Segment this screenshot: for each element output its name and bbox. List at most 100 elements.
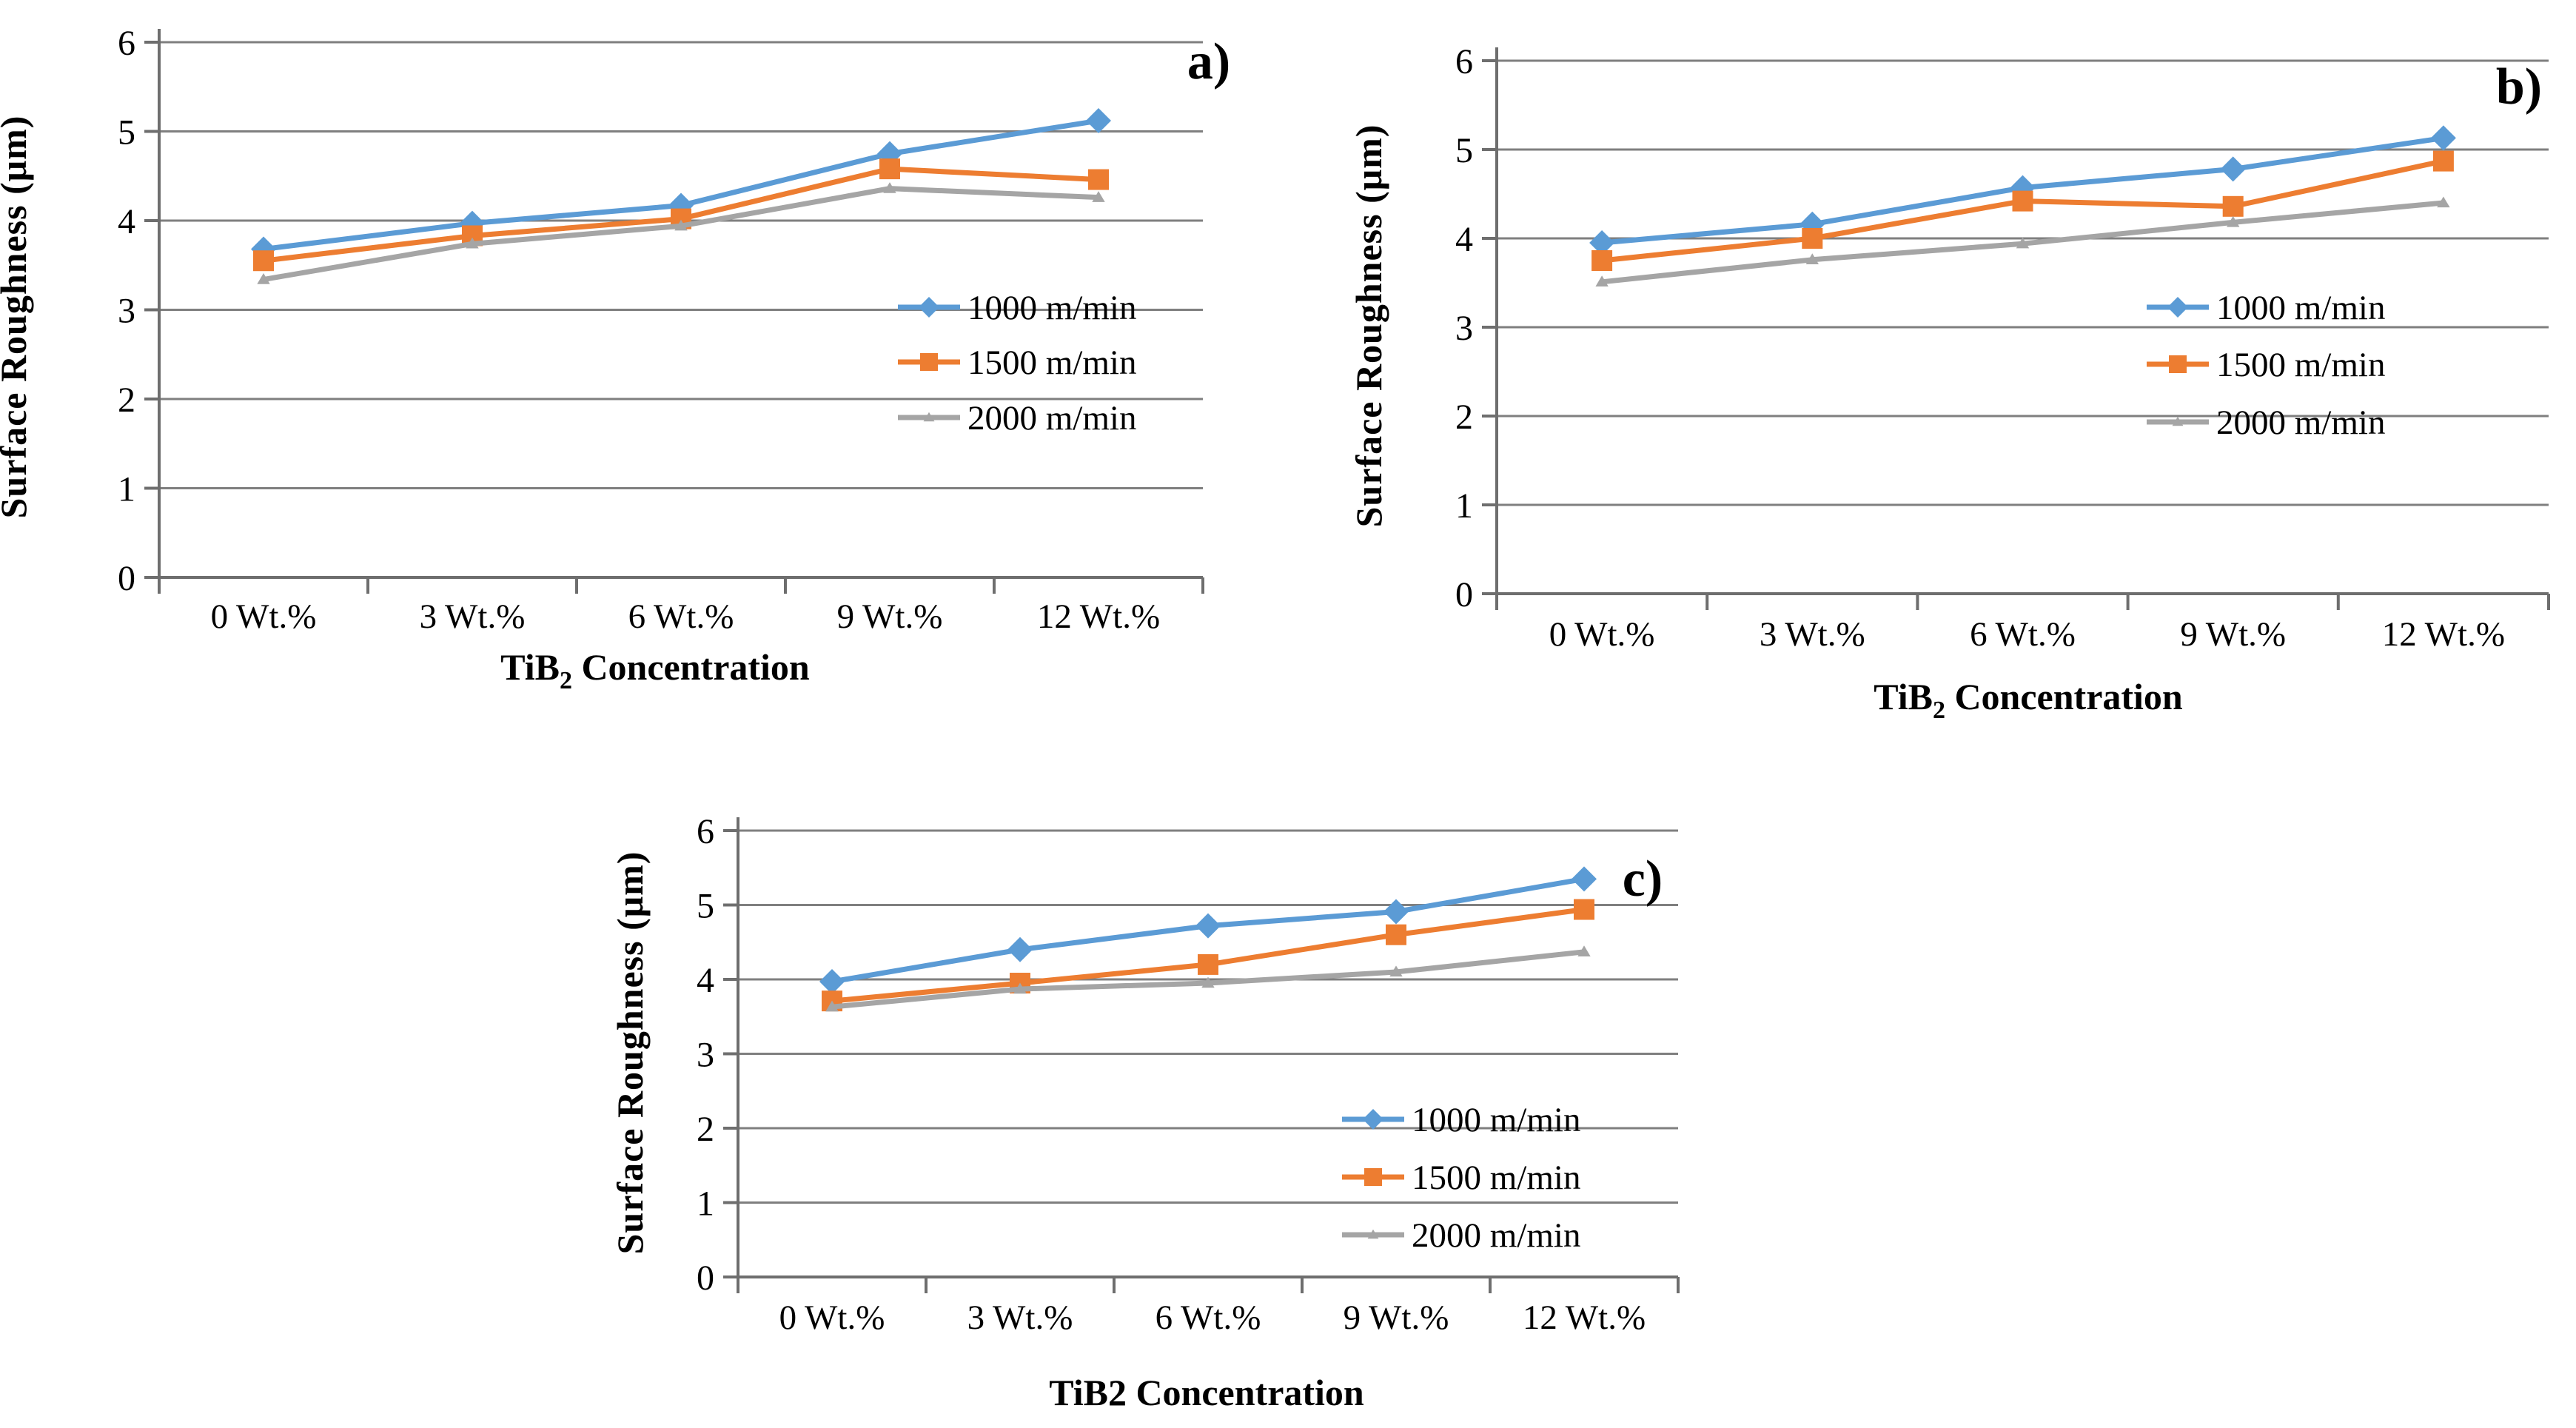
data-point-marker (674, 219, 688, 231)
x-tick-label: 0 Wt.% (211, 597, 317, 636)
data-point-marker (1589, 230, 1615, 255)
x-tick-label: 3 Wt.% (1760, 615, 1865, 654)
data-point-marker (257, 273, 270, 284)
x-tick-label: 9 Wt.% (837, 597, 943, 636)
y-tick-label: 1 (118, 470, 135, 509)
data-point-marker (825, 1000, 839, 1012)
legend-triangle-icon (923, 412, 935, 422)
data-point-marker (1389, 965, 1403, 977)
legend-label: 1500 m/min (967, 343, 1136, 382)
legend-square-icon (1364, 1168, 1382, 1186)
panel-label-a: a) (1187, 33, 1230, 90)
y-tick-label: 3 (118, 292, 135, 331)
y-tick-label: 5 (697, 887, 714, 926)
data-point-marker (2432, 150, 2454, 172)
chart-a-canvas: 0 1 2 3 4 5 6 0 Wt.% 3 Wt.% 6 Wt.% 9 Wt.% 12 Wt.% 10… (0, 24, 1230, 694)
legend-label: 2000 m/min (967, 399, 1136, 438)
legend-item: 2000 m/min (2147, 403, 2385, 442)
data-point-marker (1201, 976, 1215, 988)
legend-item: 1000 m/min (1342, 1101, 1580, 1139)
y-tick-label: 4 (118, 202, 135, 241)
legend-item: 1500 m/min (2147, 346, 2385, 384)
data-point-marker (819, 969, 845, 995)
data-point-marker (1577, 945, 1591, 956)
data-point-marker (2227, 215, 2240, 227)
legend-label: 1000 m/min (1412, 1101, 1580, 1139)
data-point-marker (2220, 156, 2246, 182)
data-point-marker (1013, 982, 1027, 994)
legend-square-icon (2169, 355, 2187, 373)
legend-item: 1500 m/min (1342, 1159, 1580, 1197)
panel-label-c: c) (1623, 851, 1663, 908)
legend-label: 2000 m/min (2216, 403, 2385, 442)
data-point-marker (2016, 237, 2030, 249)
legend-item: 1000 m/min (898, 289, 1136, 327)
data-point-marker (2222, 195, 2244, 217)
legend-label: 1500 m/min (1412, 1159, 1580, 1197)
chart-panel-c: 0 1 2 3 4 5 6 0 Wt.% 3 Wt.% 6 Wt.% 9 Wt.% 12 Wt.% 10… (614, 770, 1843, 1428)
legend-diamond-icon (2167, 297, 2188, 318)
data-point-marker (1086, 108, 1111, 134)
data-point-marker (466, 237, 479, 249)
y-tick-label: 0 (1455, 575, 1473, 614)
x-tick-label: 0 Wt.% (779, 1298, 885, 1337)
legend-label: 1500 m/min (2216, 346, 2385, 384)
legend-item: 2000 m/min (1342, 1216, 1580, 1255)
legend-square-icon (920, 353, 938, 371)
data-point-marker (2012, 190, 2033, 212)
data-point-marker (1386, 924, 1406, 945)
x-tick-label: 12 Wt.% (1037, 597, 1160, 636)
x-tick-label: 9 Wt.% (1344, 1298, 1449, 1337)
chart-panel-b: 0 1 2 3 4 5 6 0 Wt.% 3 Wt.% 6 Wt.% 9 Wt.% 12 Wt.% 10… (1288, 0, 2576, 762)
data-point-marker (1092, 191, 1105, 202)
data-point-marker (879, 158, 900, 180)
x-tick-label: 3 Wt.% (420, 597, 526, 636)
data-point-marker (1572, 866, 1597, 892)
data-point-marker (1574, 899, 1594, 920)
y-tick-label: 1 (697, 1184, 714, 1224)
x-tick-label: 0 Wt.% (1549, 615, 1655, 654)
y-axis-title: Surface Roughness (μm) (614, 851, 651, 1255)
x-tick-label: 9 Wt.% (2180, 615, 2286, 654)
y-tick-label: 4 (1455, 220, 1473, 259)
x-axis-title: TiB2 Concentration (1049, 1372, 1364, 1413)
data-point-marker (1007, 936, 1033, 962)
y-tick-label: 5 (118, 113, 135, 152)
legend-label: 1000 m/min (2216, 289, 2385, 327)
x-tick-label: 3 Wt.% (967, 1298, 1073, 1337)
data-point-marker (1198, 953, 1218, 975)
x-axis-title: TiB2 Concentration (1874, 676, 2183, 724)
x-tick-label: 6 Wt.% (1155, 1298, 1261, 1337)
data-point-marker (1805, 253, 1819, 264)
data-point-marker (1802, 228, 1823, 249)
chart-c-canvas: 0 1 2 3 4 5 6 0 Wt.% 3 Wt.% 6 Wt.% 9 Wt.% 12 Wt.% 10… (614, 812, 1680, 1413)
x-tick-label: 12 Wt.% (2382, 615, 2505, 654)
data-point-marker (1595, 275, 1609, 286)
y-tick-label: 0 (697, 1258, 714, 1298)
data-point-marker (1383, 899, 1409, 925)
x-axis-title: TiB2 Concentration (500, 646, 810, 694)
chart-b-canvas: 0 1 2 3 4 5 6 0 Wt.% 3 Wt.% 6 Wt.% 9 Wt.% 12 Wt.% 10… (1348, 42, 2550, 724)
data-point-marker (2430, 125, 2456, 151)
legend-label: 1000 m/min (967, 289, 1136, 327)
legend-item: 2000 m/min (898, 399, 1136, 438)
legend-label: 2000 m/min (1412, 1216, 1580, 1255)
y-tick-label: 3 (1455, 309, 1473, 348)
data-point-marker (1195, 913, 1221, 939)
data-point-marker (1591, 250, 1613, 271)
y-tick-label: 6 (1455, 42, 1473, 81)
x-tick-label: 12 Wt.% (1523, 1298, 1646, 1337)
x-tick-label: 6 Wt.% (1970, 615, 2076, 654)
data-point-marker (253, 250, 274, 272)
legend-item: 1000 m/min (2147, 289, 2385, 327)
x-tick-label: 6 Wt.% (628, 597, 734, 636)
y-tick-label: 2 (1455, 398, 1473, 437)
legend-triangle-icon (2172, 416, 2184, 426)
legend-diamond-icon (919, 297, 939, 318)
y-tick-label: 0 (118, 559, 135, 598)
y-tick-label: 3 (697, 1036, 714, 1075)
y-tick-label: 2 (118, 381, 135, 420)
data-point-marker (2437, 196, 2450, 208)
legend-diamond-icon (1363, 1109, 1383, 1130)
